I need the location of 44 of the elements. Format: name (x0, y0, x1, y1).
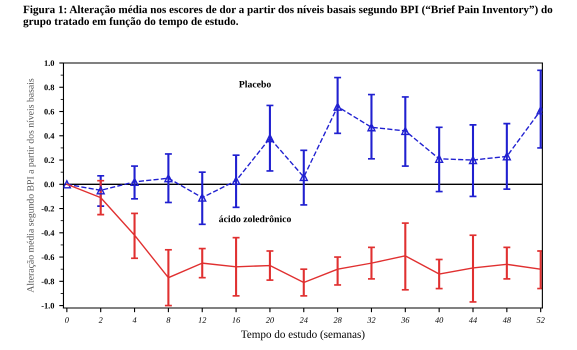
x-axis-title: Tempo do estudo (semanas) (241, 330, 365, 340)
x-tick-label: 32 (367, 317, 376, 323)
point (266, 134, 274, 142)
y-tick-label: -0.2 (42, 206, 54, 212)
x-tick-label: 40 (435, 317, 444, 323)
x-tick-label: 48 (502, 317, 511, 323)
point (502, 152, 512, 161)
x-tick-label: 24 (300, 317, 308, 323)
y-tick-label: -0.4 (42, 230, 54, 236)
point (232, 176, 240, 185)
y-axis-title: Alteração média segundo BPI a partir dos níveis basais (26, 78, 36, 293)
x-tick-label: 0 (65, 317, 69, 323)
point (300, 172, 308, 182)
x-tick-label: 16 (232, 317, 240, 323)
y-tick-label: 1.0 (44, 60, 54, 66)
y-tick-label: 0.2 (44, 157, 54, 164)
x-tick-label: 2 (98, 317, 103, 323)
x-tick-label: 20 (266, 317, 274, 323)
y-tick-label: -1.0 (42, 302, 54, 309)
x-tick-label: 52 (536, 317, 545, 323)
x-tick-label: 8 (166, 317, 170, 323)
y-tick-label: 0.6 (44, 108, 54, 115)
y-tick-label: -0.6 (42, 254, 54, 260)
point (96, 186, 105, 195)
point (130, 178, 139, 186)
x-tick-label: 4 (132, 317, 136, 323)
point (434, 154, 444, 163)
annotation: Placebo (239, 80, 271, 88)
x-tick-label: 36 (401, 317, 410, 323)
x-tick-label: 44 (468, 317, 477, 323)
point (367, 123, 376, 132)
point (198, 193, 206, 202)
y-tick-label: 0.4 (44, 133, 54, 139)
y-tick-label: -0.8 (42, 278, 54, 284)
annotation: ácido zoledrônico (219, 215, 291, 222)
x-tick-label: 28 (333, 317, 342, 323)
chart-title: Figura 1: Alteração média nos escores de dor a partir dos níveis basais segundo BPI (“Brief Pain Inventory”) do grupo tratado em função do tempo de estudo. (23, 5, 552, 28)
point (164, 174, 173, 182)
point (333, 102, 342, 111)
x-tick-label: 12 (198, 317, 206, 323)
point (401, 126, 410, 136)
y-tick-label: 0.8 (44, 84, 54, 90)
point (63, 180, 72, 188)
y-tick-label: 0.0 (44, 182, 54, 188)
